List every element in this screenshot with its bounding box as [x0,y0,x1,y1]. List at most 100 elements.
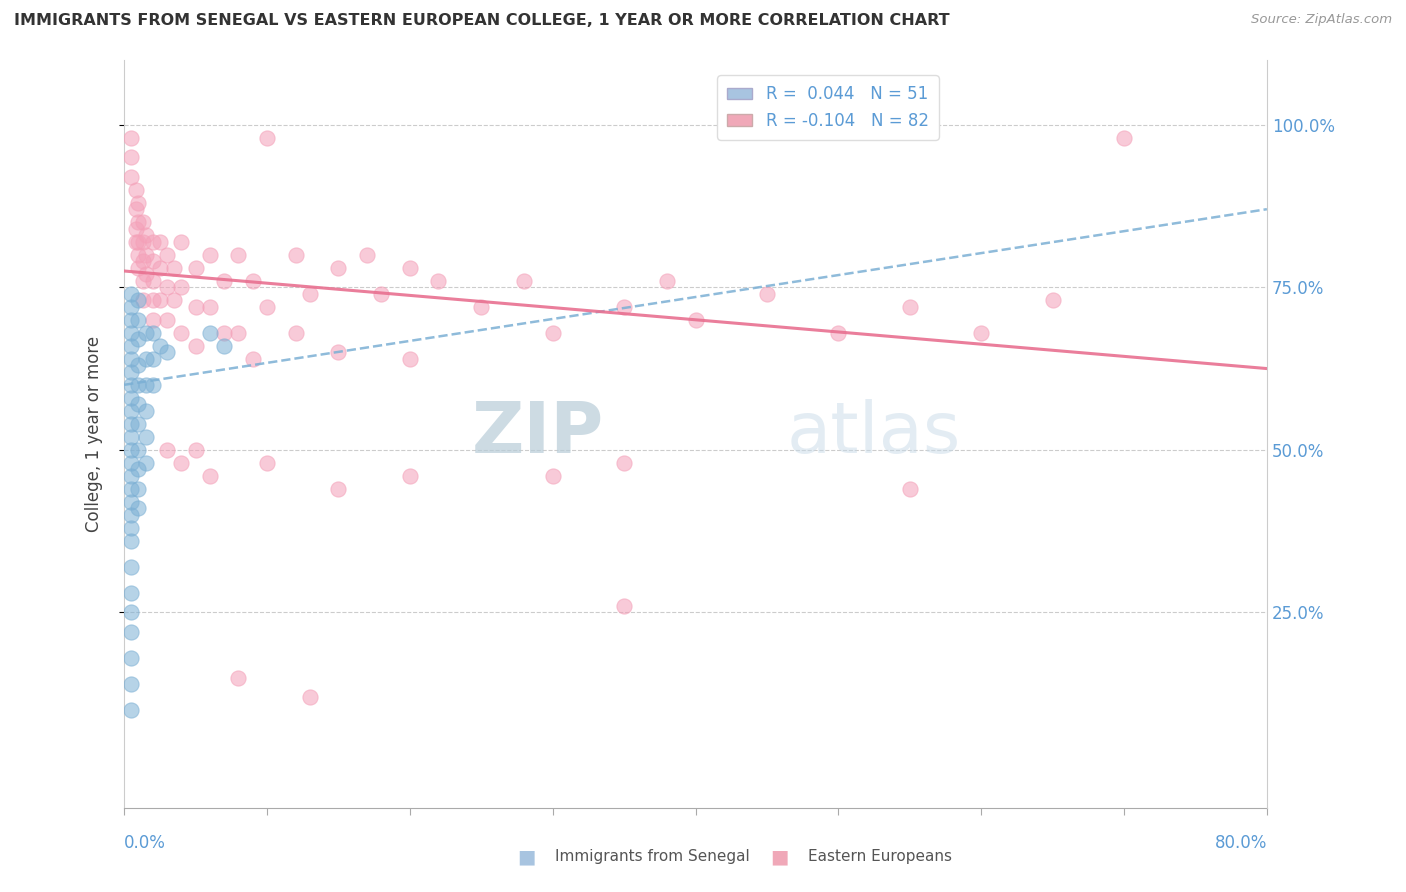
Point [124,221,146,235]
Point [242,274,264,288]
Point [120,533,142,548]
Point [284,248,307,262]
Point [127,235,149,249]
Point [120,586,142,600]
Point [242,351,264,366]
Point [827,326,849,340]
Point [127,377,149,392]
Point [149,293,172,308]
Point [370,286,392,301]
Point [135,377,157,392]
Point [142,235,165,249]
Point [135,267,157,281]
Point [298,690,321,704]
Point [142,254,165,268]
Text: Eastern Europeans: Eastern Europeans [808,849,952,864]
Point [127,215,149,229]
Point [127,248,149,262]
Point [120,326,142,340]
Point [135,430,157,444]
Point [356,248,378,262]
Point [398,351,420,366]
Point [127,442,149,457]
Point [127,359,149,373]
Point [120,430,142,444]
Point [149,339,172,353]
Point [198,326,221,340]
Text: IMMIGRANTS FROM SENEGAL VS EASTERN EUROPEAN COLLEGE, 1 YEAR OR MORE CORRELATION : IMMIGRANTS FROM SENEGAL VS EASTERN EUROP… [14,13,949,29]
Point [135,351,157,366]
Point [120,339,142,353]
Point [170,235,193,249]
Point [156,345,179,359]
Point [970,326,993,340]
Point [170,326,193,340]
Point [149,260,172,275]
Point [613,456,636,470]
Point [541,469,564,483]
Text: ZIP: ZIP [472,399,605,468]
Text: 0.0%: 0.0% [124,834,166,852]
Point [398,260,420,275]
Point [170,456,193,470]
Point [120,351,142,366]
Point [120,150,142,164]
Point [131,293,153,308]
Point [328,260,350,275]
Point [198,248,221,262]
Point [228,671,250,685]
Point [149,235,172,249]
Point [198,300,221,314]
Point [163,260,186,275]
Point [170,280,193,294]
Point [328,345,350,359]
Point [228,248,250,262]
Point [184,442,207,457]
Point [142,326,165,340]
Point [156,442,179,457]
Point [120,377,142,392]
Text: 80.0%: 80.0% [1215,834,1267,852]
Point [135,404,157,418]
Point [131,274,153,288]
Point [120,508,142,522]
Point [124,235,146,249]
Point [142,377,165,392]
Point [127,260,149,275]
Point [142,351,165,366]
Point [135,456,157,470]
Point [284,326,307,340]
Point [124,202,146,217]
Point [120,625,142,640]
Point [120,404,142,418]
Point [127,482,149,496]
Point [470,300,492,314]
Point [212,274,235,288]
Point [120,391,142,405]
Point [184,300,207,314]
Text: ■: ■ [770,847,789,866]
Text: ■: ■ [517,847,536,866]
Point [127,501,149,516]
Point [120,469,142,483]
Point [127,293,149,308]
Point [184,260,207,275]
Point [256,456,278,470]
Point [256,130,278,145]
Point [127,462,149,476]
Point [685,312,707,326]
Point [655,274,678,288]
Point [212,326,235,340]
Point [212,339,235,353]
Point [127,417,149,431]
Point [120,300,142,314]
Point [120,677,142,691]
Point [135,248,157,262]
Point [156,280,179,294]
Point [120,560,142,574]
Point [427,274,450,288]
Point [755,286,778,301]
Text: atlas: atlas [787,399,962,468]
Point [120,606,142,620]
Point [398,469,420,483]
